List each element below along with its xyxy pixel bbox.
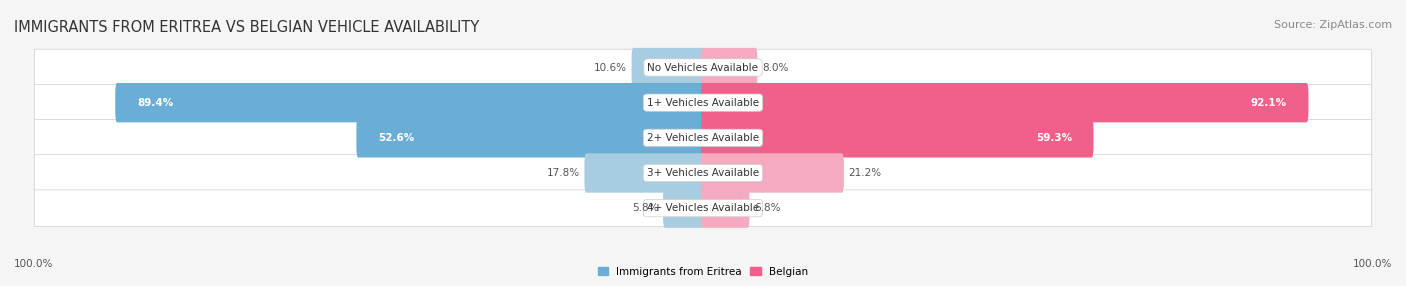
FancyBboxPatch shape (35, 120, 1371, 156)
FancyBboxPatch shape (664, 188, 704, 228)
Text: 4+ Vehicles Available: 4+ Vehicles Available (647, 203, 759, 213)
FancyBboxPatch shape (702, 48, 758, 87)
FancyBboxPatch shape (702, 153, 844, 193)
FancyBboxPatch shape (585, 153, 704, 193)
Text: 89.4%: 89.4% (136, 98, 173, 108)
FancyBboxPatch shape (115, 83, 704, 122)
Text: 10.6%: 10.6% (593, 63, 627, 73)
Text: IMMIGRANTS FROM ERITREA VS BELGIAN VEHICLE AVAILABILITY: IMMIGRANTS FROM ERITREA VS BELGIAN VEHIC… (14, 20, 479, 35)
Text: 59.3%: 59.3% (1036, 133, 1071, 143)
FancyBboxPatch shape (631, 48, 704, 87)
FancyBboxPatch shape (35, 84, 1371, 121)
FancyBboxPatch shape (356, 118, 704, 158)
FancyBboxPatch shape (702, 188, 749, 228)
FancyBboxPatch shape (35, 49, 1371, 86)
FancyBboxPatch shape (35, 190, 1371, 227)
Text: 92.1%: 92.1% (1251, 98, 1286, 108)
Legend: Immigrants from Eritrea, Belgian: Immigrants from Eritrea, Belgian (593, 263, 813, 281)
Text: 100.0%: 100.0% (14, 259, 53, 269)
Text: 21.2%: 21.2% (848, 168, 882, 178)
FancyBboxPatch shape (702, 118, 1094, 158)
Text: 1+ Vehicles Available: 1+ Vehicles Available (647, 98, 759, 108)
Text: No Vehicles Available: No Vehicles Available (648, 63, 758, 73)
Text: 8.0%: 8.0% (762, 63, 789, 73)
Text: 5.8%: 5.8% (631, 203, 658, 213)
Text: 2+ Vehicles Available: 2+ Vehicles Available (647, 133, 759, 143)
Text: 52.6%: 52.6% (378, 133, 415, 143)
Text: 100.0%: 100.0% (1353, 259, 1392, 269)
Text: 3+ Vehicles Available: 3+ Vehicles Available (647, 168, 759, 178)
Text: Source: ZipAtlas.com: Source: ZipAtlas.com (1274, 20, 1392, 30)
FancyBboxPatch shape (702, 83, 1309, 122)
Text: 6.8%: 6.8% (754, 203, 780, 213)
FancyBboxPatch shape (35, 155, 1371, 191)
Text: 17.8%: 17.8% (547, 168, 579, 178)
